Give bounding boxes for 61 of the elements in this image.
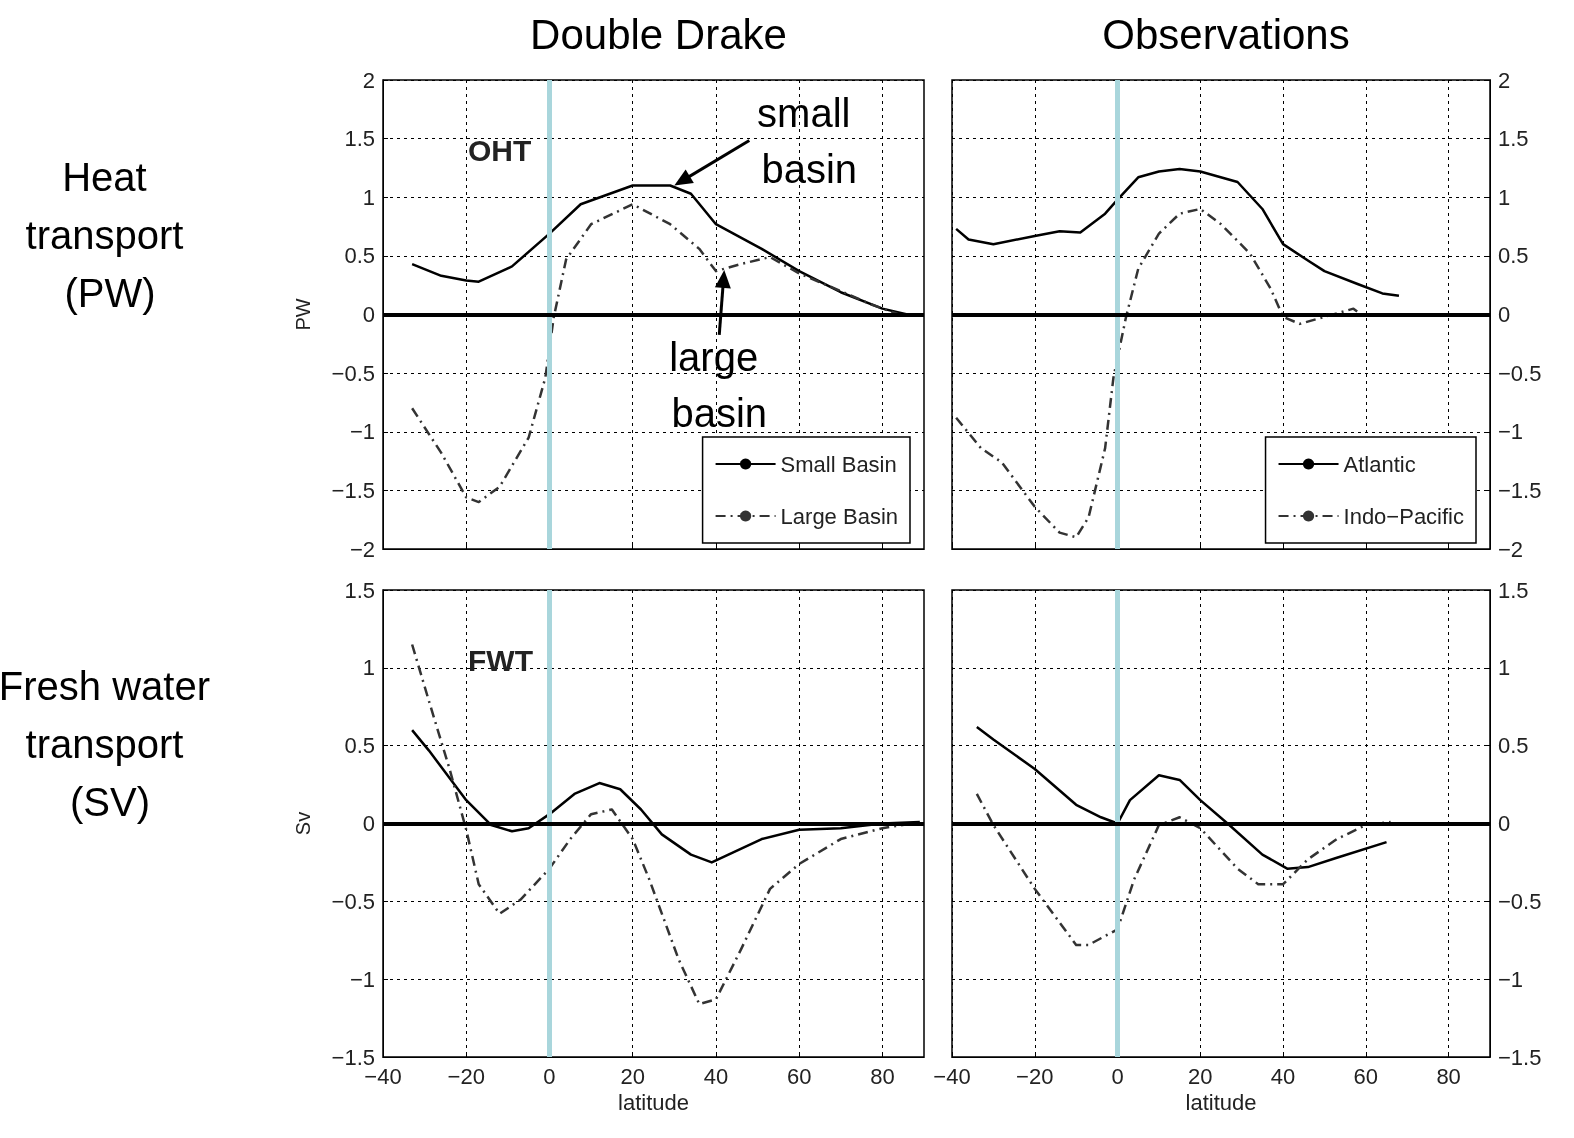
annotation: OHT — [468, 133, 532, 167]
y-tick-label: 2 — [1498, 67, 1511, 93]
y-tick-label: 0 — [1498, 811, 1511, 836]
y-tick-label: 0.5 — [1498, 243, 1529, 269]
y-tick-label: 0.5 — [1498, 733, 1529, 759]
y-tick-label: −2 — [349, 536, 375, 562]
x-tick-label: 60 — [1353, 1063, 1379, 1089]
y-tick-label: 1.5 — [1498, 126, 1529, 152]
text: Heat transport (PW) — [25, 154, 195, 315]
x-tick-label: 60 — [786, 1063, 812, 1089]
chart-title: Observations — [1102, 10, 1350, 58]
x-tick-label: 0 — [543, 1063, 556, 1089]
y-tick-label: −1.5 — [1498, 477, 1542, 503]
x-tick-label: 20 — [620, 1063, 645, 1089]
x-tick-label: 40 — [703, 1063, 729, 1089]
y-tick-label: 0 — [1498, 302, 1511, 327]
y-tick-label: −1 — [1498, 419, 1524, 445]
annotation: FWT — [468, 643, 533, 677]
x-tick-label: 20 — [1188, 1063, 1213, 1089]
x-tick-label: −20 — [447, 1063, 485, 1089]
legend-label: Small Basin — [780, 451, 897, 477]
legend-label: Atlantic — [1343, 451, 1416, 477]
annotation: small basin — [757, 90, 862, 191]
y-tick-label: −1 — [1498, 966, 1524, 992]
y-tick-label: −1 — [349, 966, 375, 992]
y-tick-label: −1.5 — [1498, 1044, 1542, 1070]
y-tick-label: −0.5 — [1498, 360, 1542, 386]
annotation: large basin — [669, 334, 770, 435]
y-tick-label: −0.5 — [331, 360, 375, 386]
text: Fresh water transport (SV) — [0, 664, 222, 825]
y-tick-label: 0 — [362, 811, 375, 836]
y-tick-label: 1.5 — [344, 577, 375, 603]
y-tick-label: 1.5 — [1498, 577, 1529, 603]
chart-title: Double Drake — [530, 10, 787, 58]
y-tick-label: −2 — [1498, 536, 1524, 562]
x-tick-label: 80 — [1436, 1063, 1461, 1089]
y-tick-label: 1 — [362, 184, 375, 210]
y-tick-label: 2 — [362, 67, 375, 93]
x-axis-title: latitude — [618, 1090, 689, 1116]
y-tick-label: −0.5 — [1498, 888, 1542, 914]
y-tick-label: −1 — [349, 419, 375, 445]
y-tick-label: 1 — [362, 655, 375, 681]
y-tick-label: −1.5 — [331, 1044, 375, 1070]
x-axis-title: latitude — [1185, 1090, 1257, 1116]
y-tick-label: 1 — [1498, 184, 1511, 210]
y-tick-label: 0.5 — [344, 733, 375, 759]
y-tick-label: 0.5 — [344, 243, 375, 269]
y-tick-label: −1.5 — [331, 477, 375, 503]
x-tick-label: −20 — [1016, 1063, 1054, 1089]
x-tick-label: 0 — [1111, 1063, 1124, 1089]
x-tick-label: 40 — [1270, 1063, 1296, 1089]
x-tick-label: 80 — [870, 1063, 895, 1089]
x-tick-label: −40 — [933, 1063, 971, 1089]
y-axis-title: Sv — [292, 811, 314, 836]
y-tick-label: 1 — [1498, 655, 1511, 681]
y-tick-label: 0 — [362, 302, 375, 327]
y-axis-title: PW — [292, 298, 314, 331]
legend-label: Indo−Pacific — [1343, 503, 1465, 529]
y-tick-label: 1.5 — [344, 126, 375, 152]
y-tick-label: −0.5 — [331, 888, 375, 914]
legend-label: Large Basin — [780, 503, 899, 529]
